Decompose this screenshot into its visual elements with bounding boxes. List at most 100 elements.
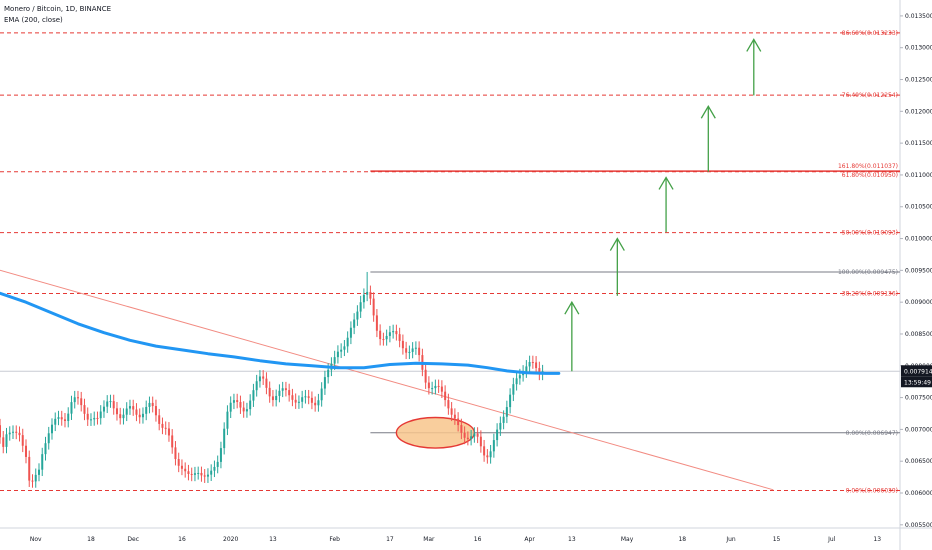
candle-body[interactable]	[83, 405, 86, 414]
candle-body[interactable]	[151, 402, 154, 407]
candle-body[interactable]	[219, 448, 222, 462]
candle-body[interactable]	[528, 362, 531, 367]
target-arrow-head[interactable]	[658, 176, 674, 190]
candle-body[interactable]	[408, 351, 411, 353]
candle-body[interactable]	[531, 362, 534, 364]
candle-body[interactable]	[265, 378, 268, 388]
candle-body[interactable]	[271, 396, 274, 401]
candle-body[interactable]	[281, 388, 284, 391]
candle-body[interactable]	[457, 418, 460, 426]
candle-body[interactable]	[479, 436, 482, 447]
candle-body[interactable]	[333, 357, 336, 364]
candle-body[interactable]	[5, 434, 8, 447]
candle-body[interactable]	[392, 331, 395, 333]
candle-body[interactable]	[154, 406, 157, 416]
candle-body[interactable]	[463, 432, 466, 438]
candle-body[interactable]	[206, 474, 209, 477]
candle-body[interactable]	[252, 390, 255, 401]
candle-body[interactable]	[158, 415, 161, 424]
candle-body[interactable]	[470, 436, 473, 440]
candle-body[interactable]	[171, 435, 174, 448]
candle-body[interactable]	[323, 377, 326, 389]
candle-body[interactable]	[167, 428, 170, 436]
candle-body[interactable]	[34, 474, 37, 482]
candle-body[interactable]	[18, 432, 21, 436]
candle-body[interactable]	[366, 291, 369, 295]
candle-body[interactable]	[63, 419, 66, 422]
candle-body[interactable]	[184, 468, 187, 472]
candle-body[interactable]	[307, 396, 310, 398]
candle-body[interactable]	[447, 400, 450, 409]
target-arrow-head[interactable]	[700, 104, 716, 119]
candle-body[interactable]	[89, 419, 92, 421]
candle-body[interactable]	[93, 417, 96, 420]
candle-body[interactable]	[60, 417, 63, 420]
trendline[interactable]	[0, 267, 774, 491]
candle-body[interactable]	[379, 330, 382, 340]
candle-body[interactable]	[525, 366, 528, 372]
candle-body[interactable]	[310, 397, 313, 403]
candle-body[interactable]	[229, 402, 232, 412]
candle-body[interactable]	[405, 348, 408, 353]
candle-body[interactable]	[375, 315, 378, 331]
candle-body[interactable]	[164, 427, 167, 429]
candle-body[interactable]	[434, 385, 437, 389]
candle-body[interactable]	[190, 473, 193, 475]
candle-body[interactable]	[203, 475, 206, 477]
candle-body[interactable]	[15, 431, 18, 433]
candle-body[interactable]	[359, 302, 362, 312]
candle-body[interactable]	[320, 388, 323, 401]
candle-body[interactable]	[496, 429, 499, 441]
candle-body[interactable]	[291, 395, 294, 400]
candle-body[interactable]	[515, 378, 518, 385]
candle-body[interactable]	[301, 397, 304, 402]
candle-body[interactable]	[161, 423, 164, 428]
candle-body[interactable]	[119, 414, 122, 419]
candle-body[interactable]	[236, 400, 239, 402]
candle-body[interactable]	[86, 413, 89, 420]
candle-body[interactable]	[73, 397, 76, 403]
candle-body[interactable]	[216, 461, 219, 467]
candle-body[interactable]	[255, 381, 258, 391]
candle-body[interactable]	[99, 411, 102, 419]
candle-body[interactable]	[398, 334, 401, 341]
candle-body[interactable]	[135, 409, 138, 415]
candle-body[interactable]	[353, 319, 356, 328]
candle-body[interactable]	[362, 294, 365, 303]
candle-body[interactable]	[31, 480, 34, 482]
candle-body[interactable]	[24, 445, 27, 457]
candle-body[interactable]	[388, 332, 391, 336]
candle-body[interactable]	[262, 376, 265, 379]
candle-body[interactable]	[336, 351, 339, 358]
candle-body[interactable]	[21, 435, 24, 446]
candle-body[interactable]	[327, 369, 330, 378]
ema-indicator-label[interactable]: EMA (200, close)	[4, 16, 63, 24]
candle-body[interactable]	[268, 387, 271, 397]
candle-body[interactable]	[349, 327, 352, 338]
candle-body[interactable]	[11, 431, 15, 433]
candle-body[interactable]	[187, 471, 190, 474]
candle-body[interactable]	[499, 422, 502, 430]
candle-body[interactable]	[460, 425, 463, 433]
candle-body[interactable]	[54, 418, 57, 425]
candle-body[interactable]	[317, 400, 320, 406]
candle-body[interactable]	[145, 406, 148, 414]
support-zone-ellipse[interactable]	[395, 416, 476, 449]
candle-body[interactable]	[489, 451, 492, 458]
candle-body[interactable]	[106, 401, 109, 407]
candle-body[interactable]	[258, 376, 261, 382]
candle-body[interactable]	[297, 401, 300, 403]
target-arrow-head[interactable]	[564, 300, 580, 315]
candle-body[interactable]	[148, 402, 151, 407]
candle-body[interactable]	[70, 402, 73, 414]
candle-body[interactable]	[512, 384, 515, 395]
candle-body[interactable]	[356, 311, 359, 320]
target-arrow-head[interactable]	[609, 237, 625, 251]
candle-body[interactable]	[197, 472, 200, 474]
candle-body[interactable]	[115, 408, 118, 415]
candle-body[interactable]	[453, 414, 456, 419]
candle-body[interactable]	[431, 388, 434, 390]
candle-body[interactable]	[284, 388, 287, 391]
candle-body[interactable]	[57, 417, 60, 419]
candle-body[interactable]	[2, 437, 5, 447]
